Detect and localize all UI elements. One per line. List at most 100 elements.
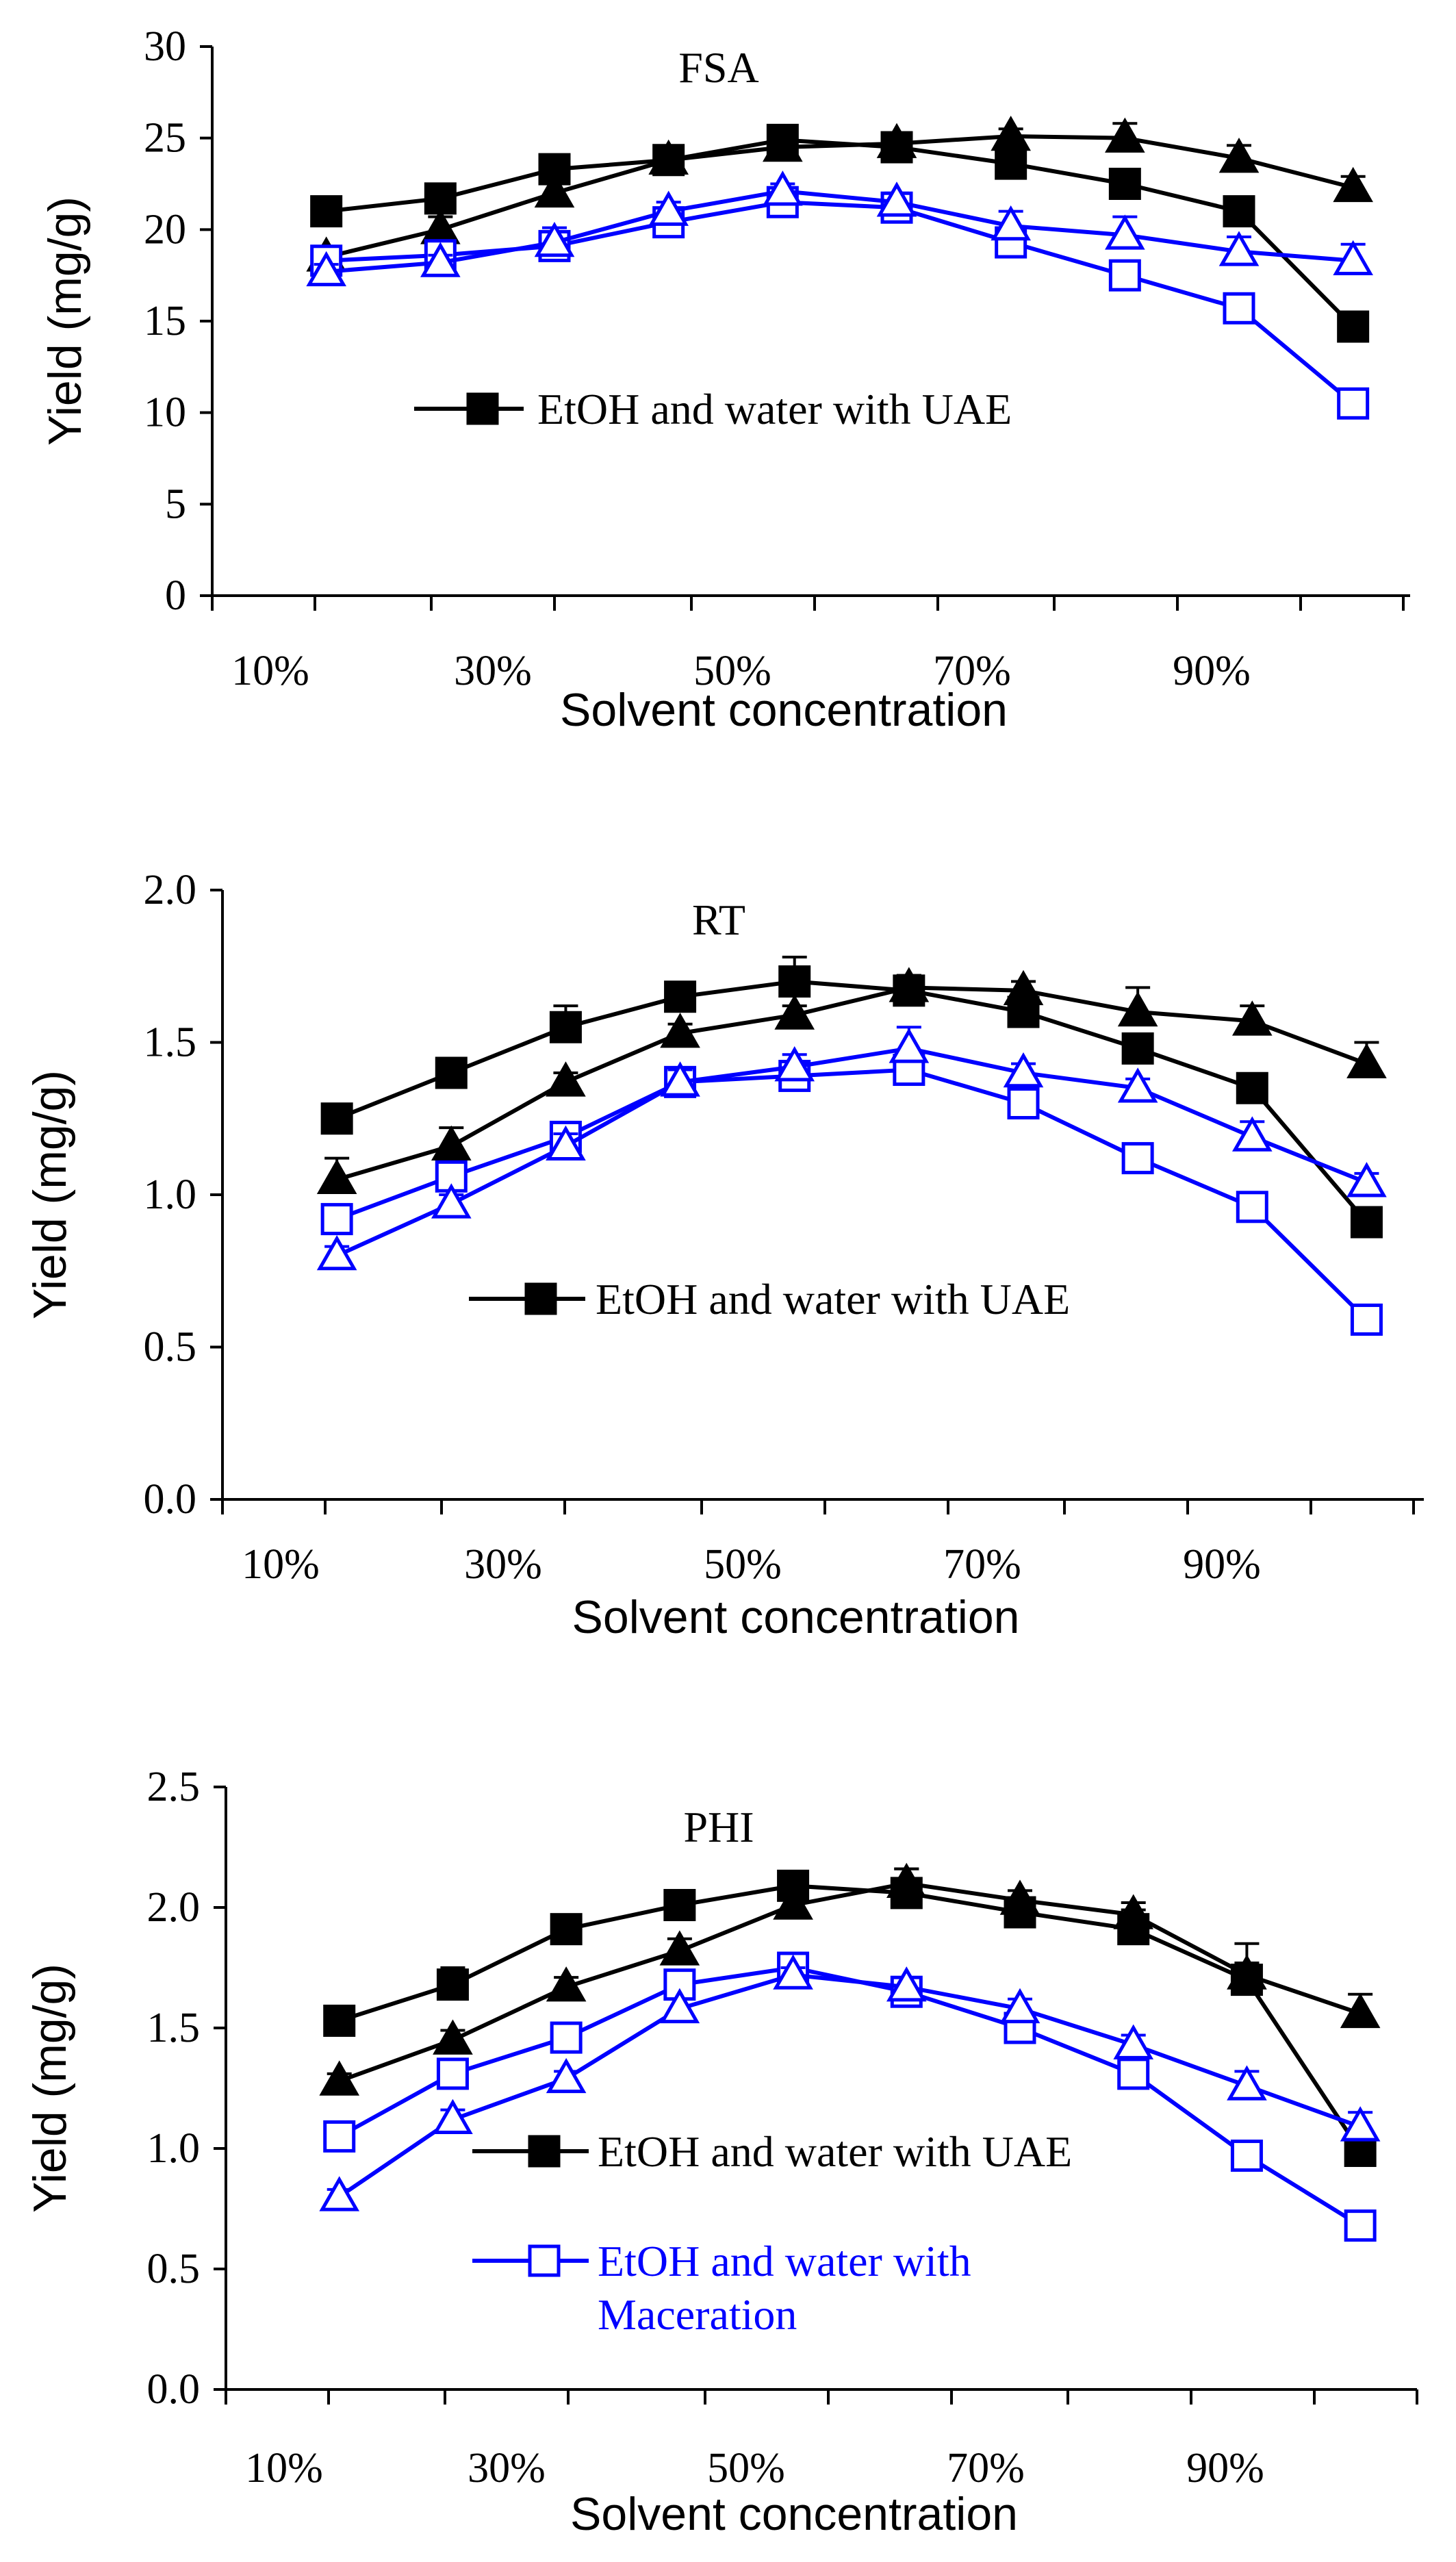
data-point (1218, 138, 1260, 173)
data-point (659, 1930, 700, 1966)
x-tick-label: 50% (704, 1541, 782, 1588)
data-point (999, 1988, 1040, 2024)
legend-label: Maceration (598, 2290, 797, 2339)
y-tick-label: 10 (144, 390, 186, 436)
x-axis-title: Solvent concentration (560, 684, 1008, 736)
y-axis-title: Yield (mg/g) (24, 1964, 76, 2213)
data-point (320, 1203, 353, 1236)
data-point (1223, 195, 1255, 228)
panel-title: PHI (683, 1803, 754, 1851)
x-axis-title: Solvent concentration (572, 1591, 1020, 1643)
data-point (546, 1966, 587, 2002)
data-point (886, 1966, 927, 2002)
data-point (995, 147, 1027, 180)
data-point (316, 1234, 357, 1271)
legend-item-etoh-and-water-with-uae: EtOH and water with UAE (472, 2127, 1072, 2176)
y-tick-label: 1.0 (147, 2125, 201, 2172)
series-line (338, 1965, 1362, 2228)
data-point (1350, 1303, 1383, 1336)
data-point (1340, 2106, 1381, 2142)
data-point (1117, 991, 1158, 1027)
data-point (774, 994, 815, 1030)
series-line (338, 1884, 1362, 2153)
data-point (1108, 259, 1141, 292)
y-tick-label: 1.5 (144, 1019, 197, 1066)
data-point (1113, 1894, 1154, 1929)
y-tick-label: 25 (144, 115, 186, 162)
data-point (1227, 2065, 1267, 2101)
x-tick-label: 30% (464, 1541, 542, 1588)
x-tick-label: 30% (468, 2445, 546, 2491)
data-point (999, 1879, 1040, 1915)
data-point (320, 1102, 353, 1135)
data-point (323, 2004, 356, 2037)
data-point (1105, 214, 1145, 250)
data-point (660, 1013, 700, 1048)
data-point (1003, 1052, 1044, 1088)
legend-marker (528, 2244, 561, 2277)
data-point (534, 222, 575, 257)
panel-title: RT (692, 896, 745, 944)
legend-item-etoh-and-water-with-maceration: EtOH and water with Maceration (472, 2237, 971, 2339)
series-line (335, 1046, 1368, 1258)
data-point (546, 1061, 586, 1097)
y-tick-label: 2.5 (147, 1764, 201, 1810)
series-water-with-maceration (306, 170, 1373, 287)
x-axis-title: Solvent concentration (570, 2488, 1018, 2540)
panel-title: FSA (678, 43, 758, 92)
data-point (424, 182, 457, 215)
data-point (534, 172, 575, 208)
data-point (1230, 2140, 1263, 2172)
legend-item-etoh-and-water-with-uae: EtOH and water with UAE (414, 385, 1012, 433)
data-point (1227, 1954, 1267, 1990)
series-line (336, 985, 1368, 1182)
data-point (323, 2120, 356, 2153)
series-etoh-and-water-with-uae (323, 1867, 1377, 2168)
legend-marker (466, 392, 499, 425)
chart-panel-phi: 0.0 0.5 1.0 1.5 2.0 2.5 10% 30% 50% 70% 90% Solvent… (24, 1764, 1418, 2540)
data-point (648, 139, 689, 175)
series-water-with-uae (316, 967, 1387, 1194)
data-point (1344, 2209, 1377, 2242)
data-point (431, 1183, 472, 1219)
x-tick-label: 10% (242, 1541, 320, 1588)
series-line (336, 1067, 1368, 1321)
data-point (433, 2098, 473, 2135)
series-line (338, 1973, 1362, 2198)
data-point (664, 980, 697, 1013)
series-water-with-maceration (316, 1026, 1387, 1271)
y-tick-label: 5 (165, 481, 186, 527)
data-point (763, 126, 803, 162)
data-point (889, 1028, 930, 1063)
data-point (550, 1913, 583, 1946)
data-point (319, 2060, 360, 2096)
y-tick-label: 0 (165, 572, 186, 619)
x-tick-label: 90% (1183, 1541, 1261, 1588)
data-point (886, 1862, 927, 1899)
data-point (663, 1888, 696, 1921)
y-tick-label: 1.0 (144, 1171, 197, 1218)
data-point (1340, 1992, 1381, 2029)
data-point (778, 965, 811, 998)
data-point (550, 2021, 583, 2054)
y-tick-label: 2.0 (144, 867, 197, 913)
data-point (1117, 1067, 1158, 1103)
legend-marker (524, 1282, 557, 1315)
series-etoh-and-water-with-maceration (310, 186, 1370, 420)
chart-panel-fsa: 0 5 10 15 20 25 30 10% 30% 50% 70% 90% Solvent conce… (39, 23, 1410, 736)
data-point (1231, 1116, 1273, 1152)
data-point (663, 1968, 696, 2001)
series-line (326, 189, 1353, 274)
y-tick-label: 0.5 (144, 1324, 197, 1371)
y-axis-title: Yield (mg/g) (24, 1070, 76, 1319)
legend-label: EtOH and water with UAE (596, 1275, 1070, 1323)
y-tick-label: 15 (144, 298, 186, 344)
data-point (546, 1125, 586, 1161)
data-point (319, 2176, 360, 2211)
series-line (338, 1881, 1362, 2083)
data-point (1346, 1043, 1387, 1078)
x-tick-label: 90% (1173, 648, 1251, 694)
data-point (659, 1988, 700, 2024)
data-point (436, 1968, 469, 2001)
